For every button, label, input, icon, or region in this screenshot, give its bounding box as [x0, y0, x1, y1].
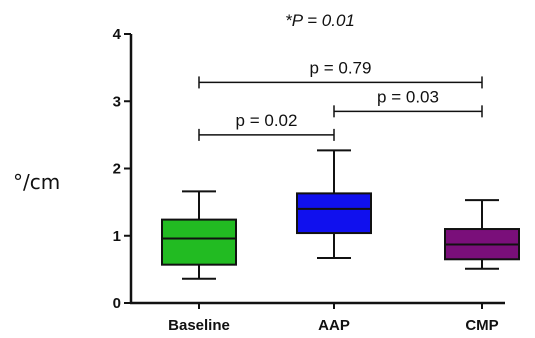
- x-tick-label: CMP: [465, 317, 498, 334]
- box-baseline: [161, 190, 237, 280]
- y-axis-label: °/cm: [13, 170, 60, 194]
- iqr-box: [161, 218, 237, 266]
- p-value-label: p = 0.79: [310, 58, 372, 77]
- box-aap: [296, 149, 372, 259]
- y-tick-label: 0: [113, 295, 121, 312]
- boxes: [161, 149, 520, 280]
- x-tick-label: Baseline: [168, 317, 230, 334]
- p-value-label: p = 0.02: [236, 111, 298, 130]
- box-cmp: [444, 199, 520, 270]
- chart-title: *P = 0.01: [285, 11, 355, 30]
- bracket-2: p = 0.03: [333, 87, 483, 118]
- y-tick-label: 4: [113, 26, 122, 43]
- significance-brackets: p = 0.02 p = 0.03 p = 0.79: [198, 58, 483, 141]
- x-tick-label: AAP: [318, 317, 350, 334]
- axes: 0 1 2 3 4 Baseline AAP CMP: [113, 26, 505, 334]
- y-tick-label: 2: [113, 161, 121, 178]
- bracket-3: p = 0.79: [198, 58, 483, 89]
- y-tick-label: 3: [113, 93, 121, 110]
- p-value-label: p = 0.03: [377, 87, 439, 106]
- y-tick-label: 1: [113, 228, 121, 245]
- bracket-1: p = 0.02: [198, 111, 335, 141]
- iqr-box: [296, 192, 372, 235]
